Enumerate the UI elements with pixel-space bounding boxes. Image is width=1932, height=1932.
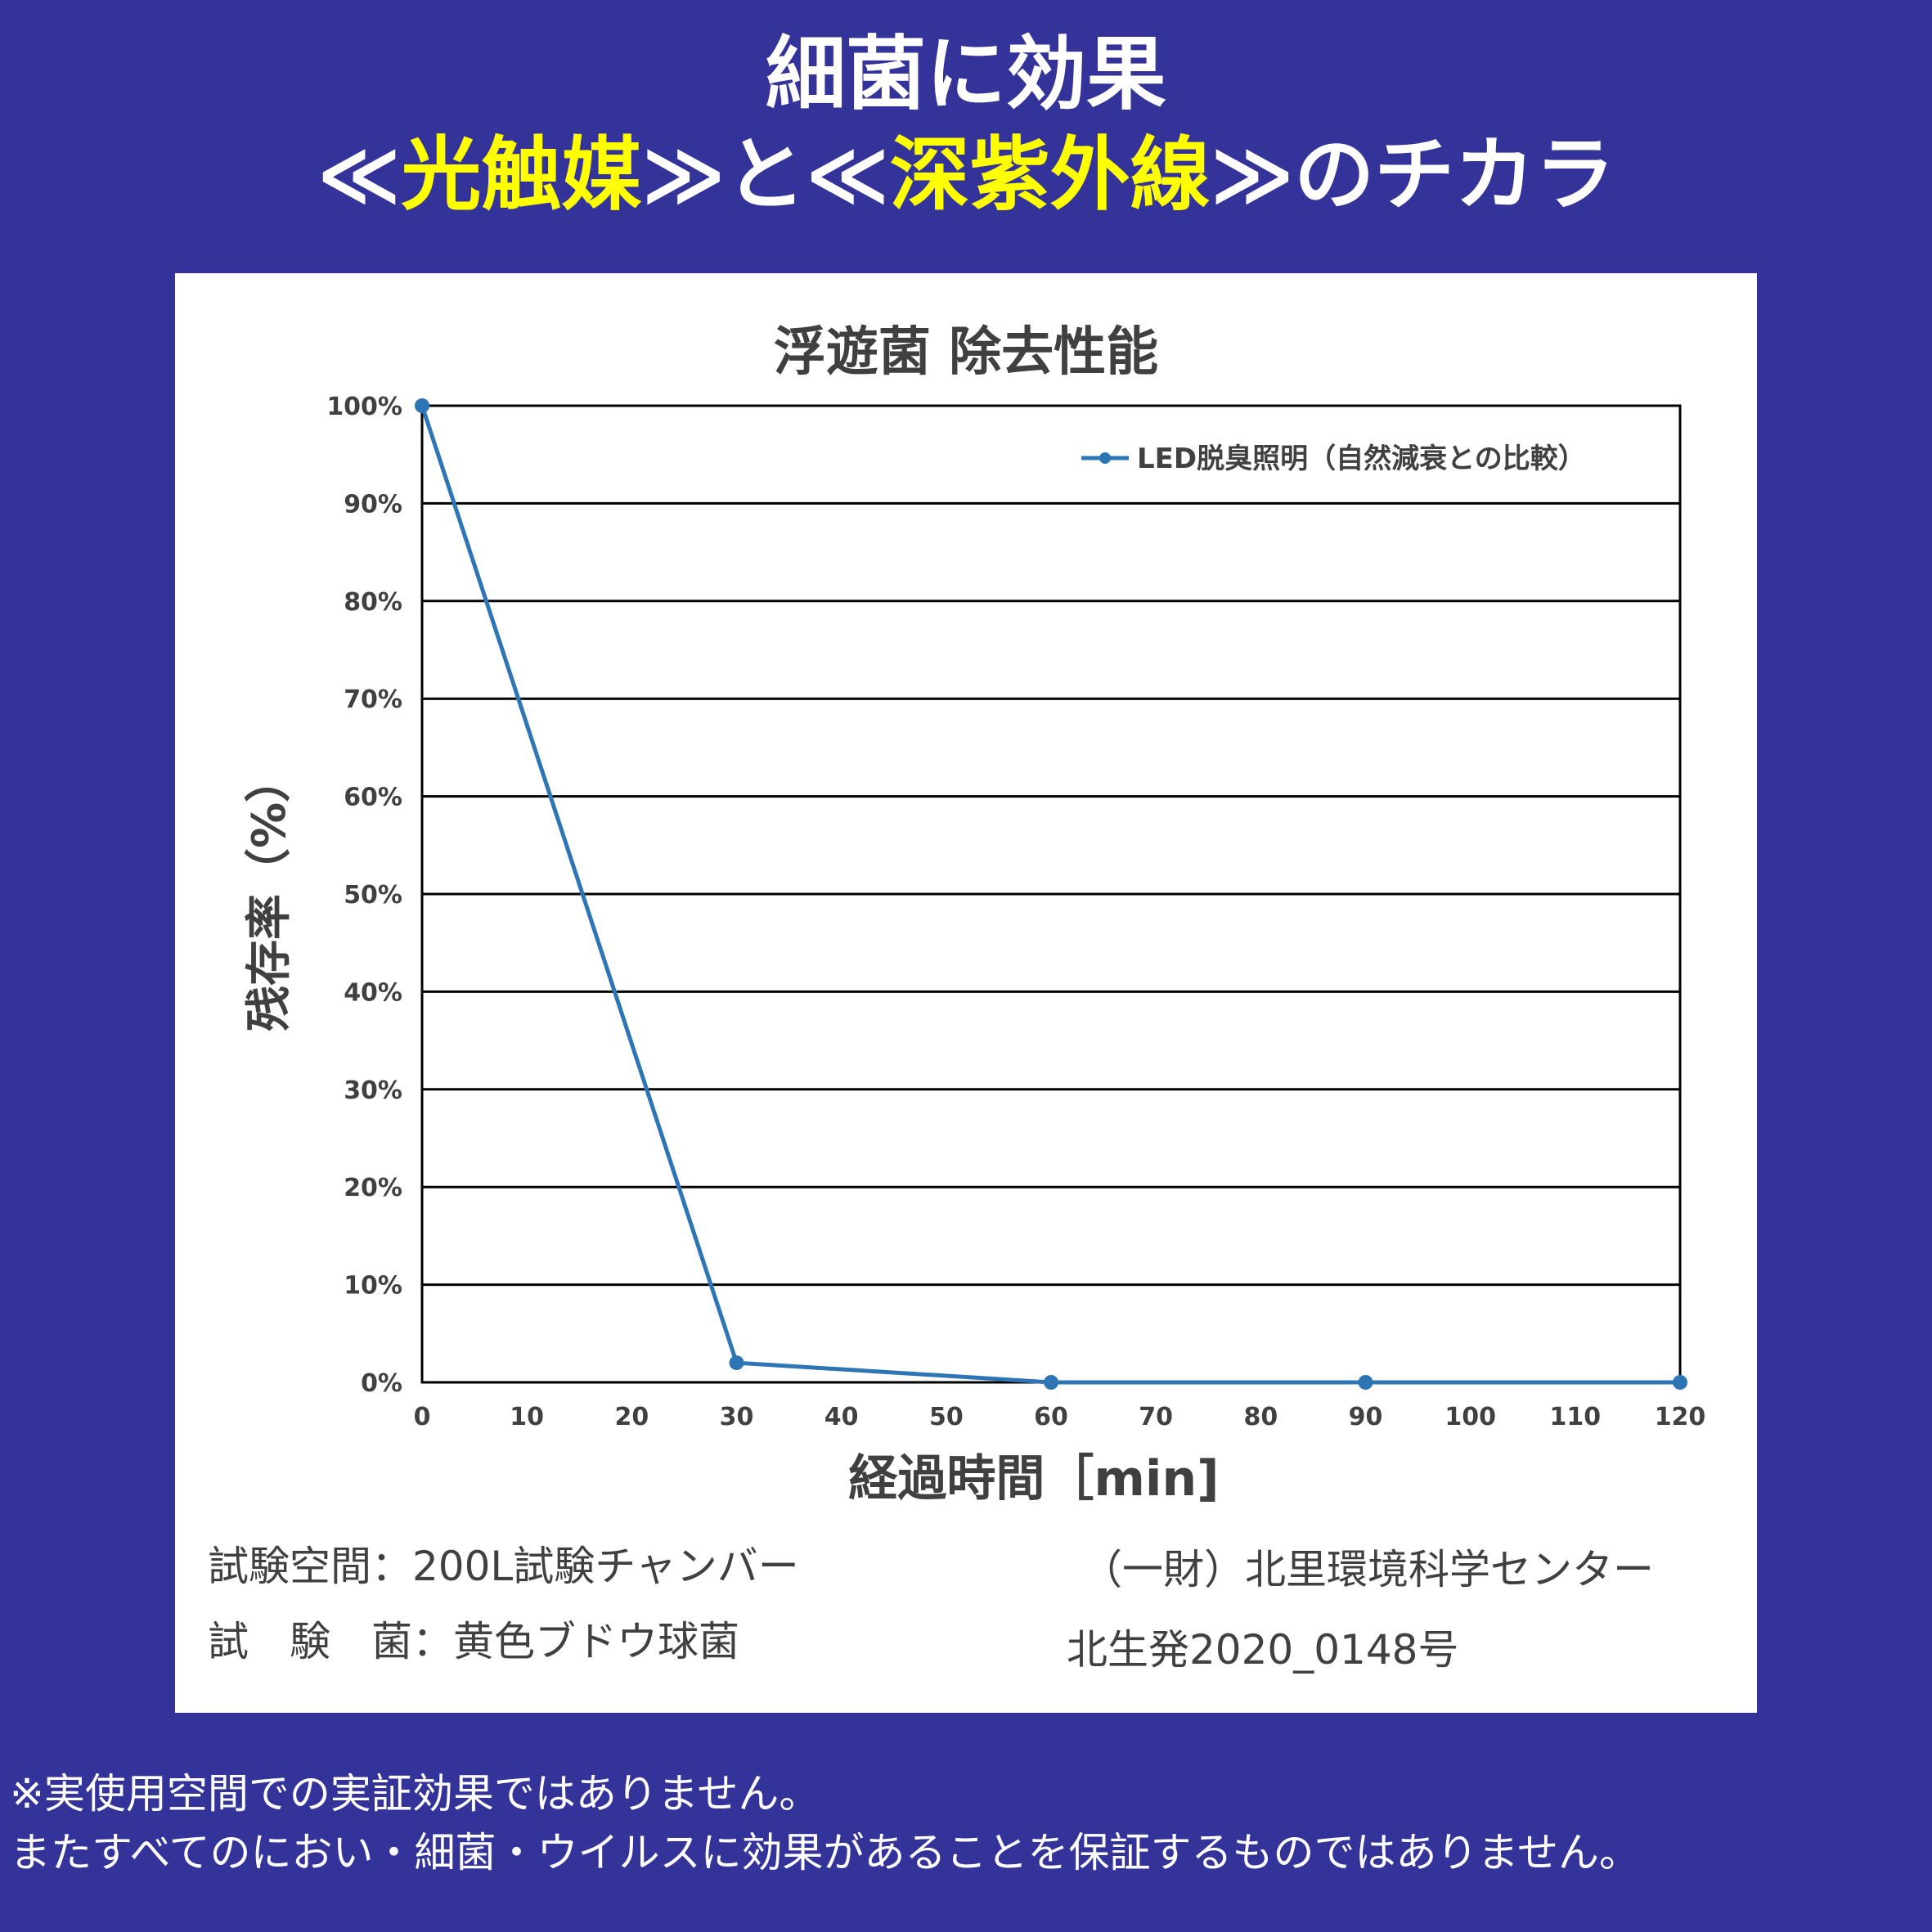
data-point [729,1355,744,1371]
legend-label: LED脱臭照明（自然減衰との比較） [1137,443,1586,475]
data-point [1358,1375,1373,1390]
headline-suffix: ≫のチカラ [1210,128,1615,222]
y-tick-label: 50% [344,881,402,910]
x-tick-label: 100 [1445,1403,1496,1431]
y-tick-label: 100% [326,393,402,421]
legend-marker-swatch [1099,452,1111,464]
data-point [1044,1375,1058,1390]
y-tick-label: 10% [344,1272,402,1301]
data-point [1673,1375,1687,1390]
x-tick-label: 120 [1655,1403,1706,1431]
y-tick-label: 40% [344,978,402,1007]
y-tick-label: 0% [361,1369,402,1398]
x-axis-label: 経過時間［min] [848,1450,1219,1507]
data-point [415,398,429,413]
report-number-note: 北生発2020_0148号 [1067,1626,1459,1674]
disclaimer-line1: ※実使用空間での実証効果ではありません。 [10,1770,820,1817]
organization-note: （一財）北里環境科学センター [1081,1546,1654,1593]
x-tick-label: 20 [614,1403,649,1431]
x-tick-label: 40 [824,1403,859,1431]
legend: LED脱臭照明（自然減衰との比較） [1081,443,1586,475]
headline-line2: ≪光触媒≫と≪深紫外線≫のチカラ [0,135,1932,215]
chart-title: 浮遊菌 除去性能 [774,322,1158,383]
x-tick-label: 50 [929,1403,964,1431]
x-tick-label: 60 [1034,1403,1068,1431]
headline-connector: ≫と≪ [641,128,890,222]
test-space-note: 試験空間：200L試験チャンバー [208,1543,799,1590]
headline-deep-uv: 深紫外線 [889,128,1211,222]
line-chart: 浮遊菌 除去性能 0% 10% 20% 30% 40% 50% 60% 70% 80% 90% 10… [243,322,1706,1507]
x-tick-label: 80 [1243,1403,1278,1431]
x-tick-label: 90 [1349,1403,1383,1431]
y-tick-label: 80% [344,588,402,617]
y-tick-label: 70% [344,685,402,714]
y-axis-label: 残存率（%） [243,757,296,1031]
headline-photocatalyst: 光触媒 [401,128,642,222]
y-tick-label: 90% [344,490,402,519]
y-tick-label: 60% [344,784,402,812]
x-tick-label: 0 [414,1403,431,1431]
headline-bracket-open: ≪ [317,128,402,222]
x-tick-label: 70 [1139,1403,1173,1431]
chart-card: 浮遊菌 除去性能 0% 10% 20% 30% 40% 50% 60% 70% 80% 90% 10… [175,273,1757,1713]
x-tick-label: 10 [510,1403,544,1431]
y-tick-label: 30% [344,1076,402,1105]
x-tick-label: 30 [720,1403,754,1431]
x-tick-label: 110 [1550,1403,1602,1431]
disclaimer-line2: またすべてのにおい・細菌・ウイルスに効果があることを保証するものではありません。 [10,1829,1640,1876]
test-bacteria-note: 試 験 菌：黄色ブドウ球菌 [208,1618,739,1665]
y-tick-label: 20% [344,1174,402,1202]
headline-line1: 細菌に効果 [765,28,1166,121]
